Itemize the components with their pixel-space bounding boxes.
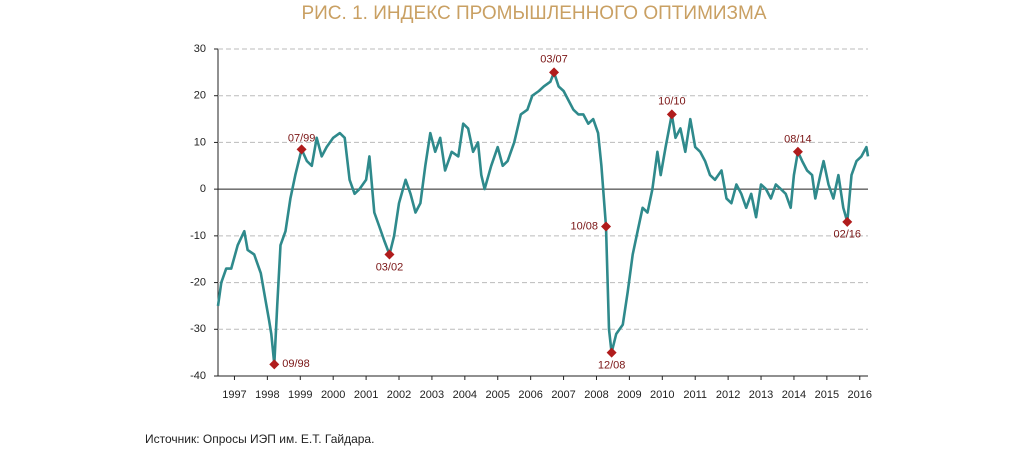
annotation-marker (666, 109, 677, 120)
x-tick-label: 1998 (255, 389, 279, 401)
y-tick-label: 30 (194, 43, 206, 55)
x-tick-label: 2012 (716, 389, 740, 401)
annotation-label: 07/99 (288, 132, 316, 144)
annotation-marker (269, 359, 280, 370)
x-tick-label: 2011 (683, 389, 707, 401)
x-tick-label: 2016 (848, 389, 872, 401)
annotation-marker (842, 216, 853, 227)
source-note: Источник: Опросы ИЭП им. Е.Т. Гайдара. (145, 432, 374, 446)
x-tick-label: 2008 (584, 389, 608, 401)
x-tick-label: 2004 (453, 389, 477, 401)
x-tick-label: 2007 (551, 389, 575, 401)
y-tick-label: 0 (200, 183, 206, 195)
x-tick-label: 1999 (288, 389, 312, 401)
x-tick-label: 2015 (815, 389, 839, 401)
annotation-label: 03/02 (376, 261, 404, 273)
x-tick-label: 2014 (782, 389, 806, 401)
x-tick-label: 1997 (222, 389, 246, 401)
annotation-marker (601, 221, 612, 232)
y-tick-label: -30 (190, 323, 206, 335)
y-tick-label: -10 (190, 230, 206, 242)
annotation-marker (384, 249, 395, 260)
annotation-label: 12/08 (598, 360, 626, 372)
x-tick-label: 2002 (387, 389, 411, 401)
annotation-label: 08/14 (784, 134, 812, 146)
annotation-marker (792, 146, 803, 157)
x-tick-label: 2005 (486, 389, 510, 401)
annotation-label: 02/16 (834, 229, 862, 241)
x-tick-label: 2009 (617, 389, 641, 401)
series-line (216, 71, 870, 366)
y-tick-label: 20 (194, 90, 206, 102)
annotation-marker (606, 347, 617, 358)
x-tick-label: 2000 (321, 389, 345, 401)
annotation-marker (296, 144, 307, 155)
annotation-label: 03/07 (540, 53, 568, 65)
annotation-label: 10/08 (570, 220, 598, 232)
annotation-label: 10/10 (658, 95, 686, 107)
x-tick-label: 2006 (518, 389, 542, 401)
x-tick-label: 2003 (420, 389, 444, 401)
annotation-label: 09/98 (282, 358, 310, 370)
y-tick-label: -40 (190, 370, 206, 382)
y-tick-label: 10 (194, 136, 206, 148)
annotation-marker (549, 67, 560, 78)
x-tick-label: 2010 (650, 389, 674, 401)
x-tick-label: 2013 (749, 389, 773, 401)
x-tick-label: 2001 (354, 389, 378, 401)
chart-title: РИС. 1. ИНДЕКС ПРОМЫШЛЕННОГО ОПТИМИЗМА (301, 3, 766, 24)
y-tick-label: -20 (190, 276, 206, 288)
